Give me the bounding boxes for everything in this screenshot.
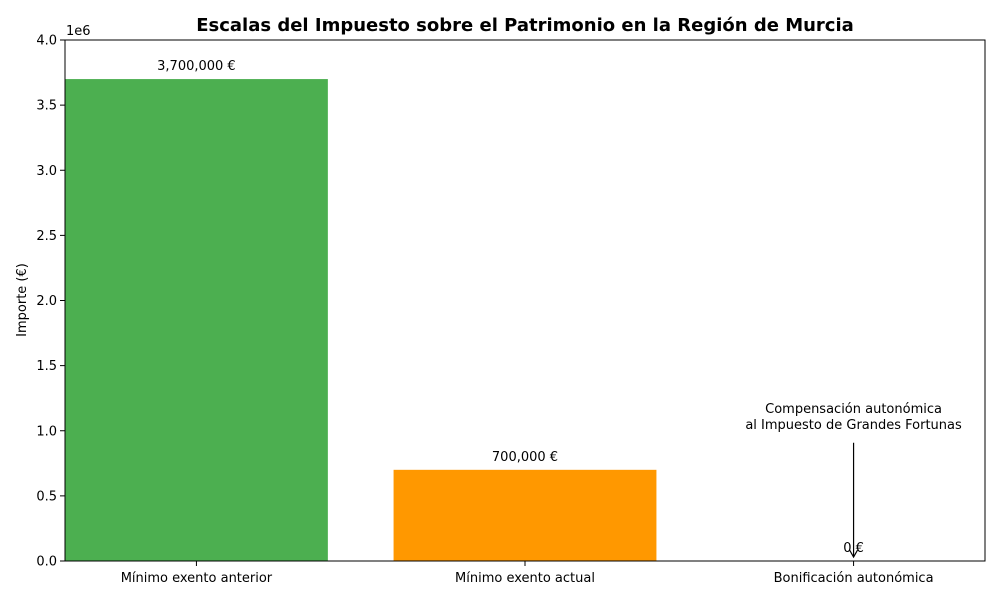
annotation-line-0: Compensación autonómica xyxy=(765,402,942,417)
bar-value-label-0: 3,700,000 € xyxy=(157,59,236,74)
x-tick-label-0: Mínimo exento anterior xyxy=(121,571,273,586)
y-tick-label-3: 1.5 xyxy=(36,359,57,374)
y-tick-label-7: 3.5 xyxy=(36,99,57,114)
bar-value-label-1: 700,000 € xyxy=(492,450,558,465)
x-tick-label-1: Mínimo exento actual xyxy=(455,571,595,586)
y-tick-label-1: 0.5 xyxy=(36,489,57,504)
y-tick-label-6: 3.0 xyxy=(36,164,57,179)
y-tick-label-0: 0.0 xyxy=(36,555,57,570)
y-axis-scale-label: 1e6 xyxy=(66,24,91,39)
x-tick-label-2: Bonificación autonómica xyxy=(774,571,934,586)
bar-0 xyxy=(65,79,328,561)
bar-1 xyxy=(393,469,657,561)
y-axis-label: Importe (€) xyxy=(15,263,30,337)
annotation-line-1: al Impuesto de Grandes Fortunas xyxy=(745,418,962,433)
y-tick-label-4: 2.0 xyxy=(36,294,57,309)
annotation-arrow-head xyxy=(849,549,859,559)
y-tick-label-8: 4.0 xyxy=(36,34,57,49)
y-tick-label-2: 1.0 xyxy=(36,424,57,439)
chart-title: Escalas del Impuesto sobre el Patrimonio… xyxy=(196,15,854,36)
y-tick-label-5: 2.5 xyxy=(36,229,57,244)
